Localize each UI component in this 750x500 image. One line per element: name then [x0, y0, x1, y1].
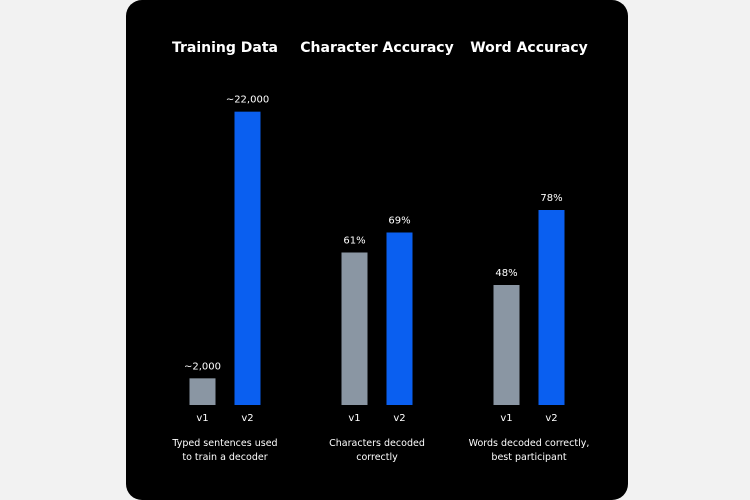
bar-v2	[234, 111, 261, 406]
data-label: ~2,000	[184, 361, 221, 372]
data-label: 61%	[343, 236, 365, 247]
chart-title: Character Accuracy	[300, 40, 453, 56]
bar-v1	[189, 378, 216, 405]
chart-panel-3: Word Accuracy 48% v1 78% v2 Words decoded cor…	[469, 40, 590, 463]
x-tick-label: v2	[241, 413, 253, 424]
bar-v1	[493, 285, 520, 405]
chart-panel-2: Character Accuracy 61% v1 69% v2 Characters d…	[300, 40, 453, 463]
panel-caption: best participant	[491, 452, 566, 463]
panel-caption: Words decoded correctly,	[469, 438, 590, 449]
panel-caption: Characters decoded	[329, 438, 425, 449]
panel-caption: to train a decoder	[182, 452, 267, 463]
x-tick-label: v1	[348, 413, 360, 424]
data-label: 48%	[495, 268, 517, 279]
data-label: ~22,000	[226, 95, 269, 106]
panel-caption: Typed sentences used	[171, 438, 277, 449]
x-tick-label: v2	[545, 413, 557, 424]
bar-v1	[341, 252, 368, 405]
chart-title: Training Data	[172, 40, 278, 56]
x-tick-label: v1	[196, 413, 208, 424]
bar-v2	[538, 210, 565, 405]
x-tick-label: v1	[500, 413, 512, 424]
bar-v2	[386, 232, 413, 405]
chart-panel-1: Training Data ~2,000 v1 ~22,000 v2 Typed sent…	[171, 40, 278, 463]
panel-caption: correctly	[356, 452, 398, 463]
chart-title: Word Accuracy	[470, 40, 588, 56]
x-tick-label: v2	[393, 413, 405, 424]
data-label: 69%	[388, 216, 410, 227]
data-label: 78%	[540, 193, 562, 204]
